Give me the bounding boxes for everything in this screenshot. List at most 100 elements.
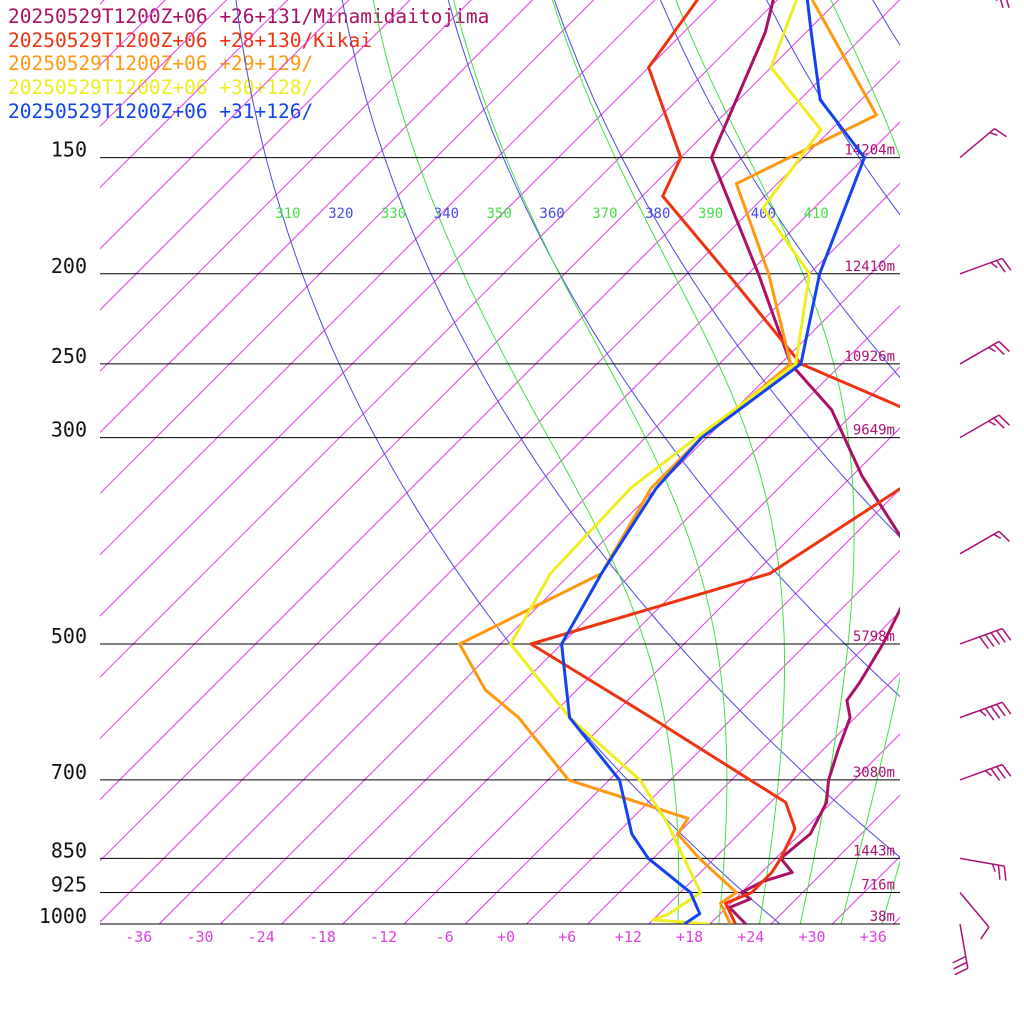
pressure-label-850: 850 <box>51 838 87 862</box>
isotherm-line <box>100 0 595 495</box>
legend: 20250529T1200Z+06 +26+131/Minamidaitojim… <box>8 5 489 124</box>
isotherm-line <box>100 0 840 740</box>
wind-barb-flag <box>996 766 1006 779</box>
isotherm-line <box>100 0 656 556</box>
theta-label: 380 <box>645 206 670 222</box>
wind-barb-shaft <box>959 414 1000 439</box>
wind-barb-flag <box>953 961 968 970</box>
wind-barb-flag <box>1006 0 1010 8</box>
wind-barb-flag <box>996 703 1006 717</box>
pressure-label-925: 925 <box>51 873 87 897</box>
isotherm-line <box>100 0 717 617</box>
temperature-profile-line <box>709 0 900 924</box>
wind-barb <box>959 340 1010 365</box>
isotherm-line <box>464 488 900 924</box>
wind-barb <box>959 128 1007 159</box>
theta-label: 390 <box>698 206 723 222</box>
legend-entry-29n129e: 20250529T1200Z+06 +29+129/ <box>8 52 314 76</box>
wind-barb <box>959 627 1012 650</box>
temperature-profile-line <box>529 0 900 924</box>
temperature-tick-label: +6 <box>558 928 576 946</box>
wind-barb-shaft <box>959 340 1000 365</box>
isobar-lines <box>100 157 900 925</box>
isotherm-line <box>281 304 900 924</box>
sounding-profiles <box>458 0 900 924</box>
wind-barb-flag <box>991 863 996 872</box>
isotherm-line <box>0 0 329 924</box>
theta-label: 360 <box>539 206 564 222</box>
theta-label: 330 <box>381 206 406 222</box>
wind-barb-shaft <box>959 923 969 969</box>
height-label-1000: 38m <box>870 909 895 925</box>
dry-adiabat-line <box>659 0 900 379</box>
wind-barb-flag <box>988 420 996 426</box>
height-label-200: 12410m <box>844 259 895 275</box>
temperature-profile-line <box>458 0 878 924</box>
wind-barb-flag <box>984 770 993 777</box>
theta-label: 340 <box>434 206 459 222</box>
wind-barb-flag <box>993 417 1005 429</box>
wind-barb-shaft <box>959 763 1003 781</box>
moist-adiabat-line <box>923 0 1024 924</box>
wind-barb-flag <box>998 530 1010 542</box>
wind-barb-shaft <box>959 892 990 928</box>
pressure-label-250: 250 <box>51 344 87 368</box>
pressure-label-300: 300 <box>51 418 87 442</box>
isotherm-line <box>893 916 900 924</box>
wind-barb-flag <box>1000 0 1004 8</box>
isotherm-line <box>100 0 778 678</box>
wind-barb-flag <box>993 343 1005 356</box>
dry-adiabat-line <box>553 0 900 538</box>
temperature-tick-label: +30 <box>798 928 825 946</box>
height-label-925: 716m <box>861 878 895 894</box>
isotherm-line <box>770 794 900 924</box>
moist-adiabat-line <box>964 0 1024 924</box>
wind-barb-flag <box>1001 701 1012 715</box>
temperature-tick-label: +0 <box>497 928 515 946</box>
pressure-label-150: 150 <box>51 138 87 162</box>
pressure-label-700: 700 <box>51 760 87 784</box>
temperature-profile-line <box>509 0 823 924</box>
isotherm-line <box>100 0 411 311</box>
wind-barb-flag <box>990 705 1001 719</box>
isotherm-line <box>100 0 350 250</box>
temperature-tick-label: +24 <box>737 928 764 946</box>
wind-barb <box>959 414 1010 439</box>
height-label-850: 1443m <box>853 843 895 859</box>
wind-barb <box>959 857 1007 881</box>
wind-barb-flag <box>990 768 1001 781</box>
isotherm-line <box>158 182 900 924</box>
wind-barb-flag <box>997 865 1001 880</box>
theta-label: 350 <box>487 206 512 222</box>
wind-barb-flag <box>979 709 987 717</box>
theta-label: 370 <box>592 206 617 222</box>
isotherm-line <box>100 0 900 801</box>
height-label-150: 14204m <box>844 143 895 159</box>
legend-entry-30n128e: 20250529T1200Z+06 +30+128/ <box>8 76 314 100</box>
isotherm-line <box>100 60 900 862</box>
pressure-label-500: 500 <box>51 624 87 648</box>
wind-barb-shaft <box>959 627 1003 645</box>
temperature-tick-label: +12 <box>615 928 642 946</box>
wind-barb-flag <box>979 636 989 650</box>
temperature-profile-line <box>560 0 866 924</box>
wind-barb-shaft <box>959 857 1005 867</box>
isotherm-line <box>832 855 900 924</box>
wind-barb-flag <box>988 346 996 353</box>
wind-barb-flag <box>984 634 995 647</box>
theta-label: 310 <box>275 206 300 222</box>
wind-barb-flag <box>1001 628 1012 641</box>
wind-barb-flag <box>954 967 969 976</box>
theta-label: 320 <box>328 206 353 222</box>
wind-barb-flag <box>993 533 1002 540</box>
temperature-tick-label: -18 <box>309 928 336 946</box>
legend-entry-kikai: 20250529T1200Z+06 +28+130/Kikai <box>8 28 372 52</box>
isotherm-line <box>648 672 900 924</box>
height-label-700: 3080m <box>853 765 895 781</box>
isotherm-line <box>526 549 900 924</box>
height-label-250: 10926m <box>844 349 895 365</box>
wind-barb-flag <box>990 261 998 269</box>
height-label-300: 9649m <box>853 423 895 439</box>
theta-label: 410 <box>804 206 829 222</box>
